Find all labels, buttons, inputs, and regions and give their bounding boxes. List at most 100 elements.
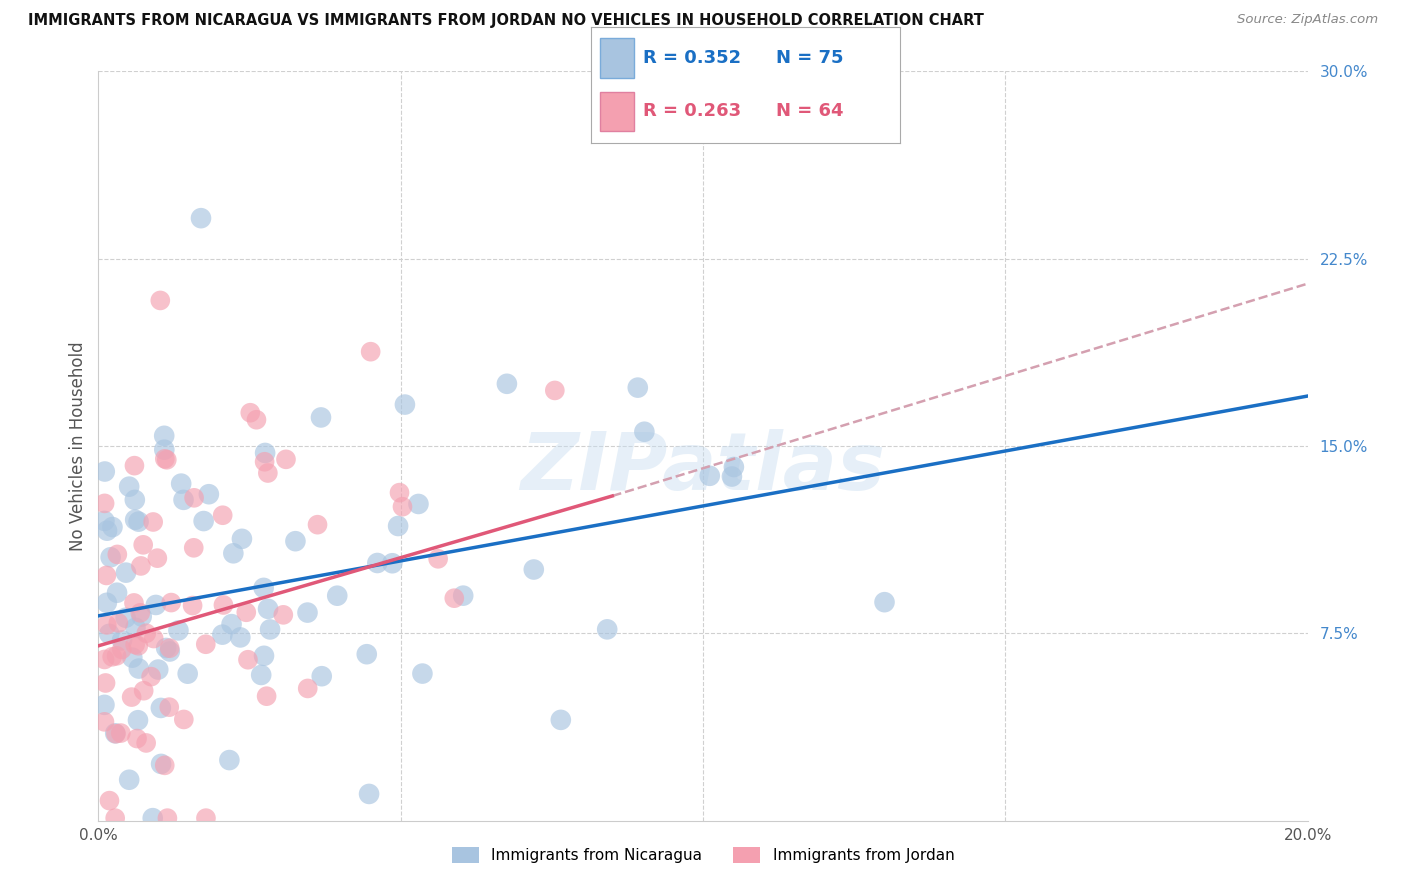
Point [181,599,204,613]
Point [357,787,380,801]
Point [176,666,198,681]
Point [129,558,152,573]
Text: Source: ZipAtlas.com: Source: ZipAtlas.com [1237,13,1378,27]
Point [148,663,170,677]
Text: IMMIGRANTS FROM NICARAGUA VS IMMIGRANTS FROM JORDAN NO VEHICLES IN HOUSEHOLD COR: IMMIGRANTS FROM NICARAGUA VS IMMIGRANTS … [28,13,984,29]
Point [273,607,295,622]
Point [142,632,165,646]
Point [356,647,378,661]
Point [121,690,143,704]
Point [211,508,233,523]
Point [236,653,259,667]
Point [326,589,349,603]
Point [135,626,157,640]
Point [107,615,129,630]
Point [256,689,278,703]
Point [253,648,276,663]
Point [167,624,190,638]
Point [98,627,121,641]
Point [257,602,280,616]
Point [153,758,176,772]
Point [98,794,121,808]
Point [111,633,134,648]
Point [596,623,619,637]
Point [127,713,149,727]
Point [391,500,413,514]
Legend: Immigrants from Nicaragua, Immigrants from Jordan: Immigrants from Nicaragua, Immigrants fr… [446,841,960,869]
Point [150,756,173,771]
Point [125,731,148,746]
Point [523,562,546,576]
Point [142,515,165,529]
Point [284,534,307,549]
Point [257,466,280,480]
Point [93,496,115,510]
Point [128,662,150,676]
Point [183,541,205,555]
Point [96,524,118,538]
Point [94,676,117,690]
Point [118,480,141,494]
Point [139,670,162,684]
Point [155,640,177,655]
Point [156,452,179,467]
Point [387,519,409,533]
Bar [600,92,634,131]
Point [496,376,519,391]
Point [153,442,176,457]
Point [245,413,267,427]
Point [297,681,319,696]
Point [101,520,124,534]
Point [93,514,115,528]
Point [104,727,127,741]
Point [253,581,276,595]
Point [127,639,149,653]
Point [194,637,217,651]
Point [873,595,896,609]
Point [132,538,155,552]
Point [131,609,153,624]
Point [297,606,319,620]
Bar [600,38,634,78]
Point [544,384,567,398]
Point [633,425,655,439]
Point [193,514,215,528]
Point [114,611,136,625]
Point [96,568,118,582]
Point [159,644,181,658]
Point [173,713,195,727]
Point [153,451,176,466]
Point [118,772,141,787]
Point [550,713,572,727]
Point [381,556,404,570]
Text: R = 0.263: R = 0.263 [643,103,741,120]
Point [222,546,245,560]
Point [699,468,721,483]
Point [212,598,235,612]
Point [124,621,146,635]
Text: N = 75: N = 75 [776,49,844,67]
Point [170,476,193,491]
Point [198,487,221,501]
Point [221,617,243,632]
Point [218,753,240,767]
Point [194,811,217,825]
Text: N = 64: N = 64 [776,103,844,120]
Point [121,650,143,665]
Point [149,701,172,715]
Point [451,589,474,603]
Point [427,551,450,566]
Point [149,293,172,308]
Point [93,652,115,666]
Point [443,591,465,606]
Point [183,491,205,505]
Point [160,596,183,610]
Point [388,485,411,500]
Point [366,556,388,570]
Point [627,381,650,395]
Y-axis label: No Vehicles in Household: No Vehicles in Household [69,341,87,551]
Point [156,811,179,825]
Point [124,513,146,527]
Point [239,406,262,420]
Point [211,627,233,641]
